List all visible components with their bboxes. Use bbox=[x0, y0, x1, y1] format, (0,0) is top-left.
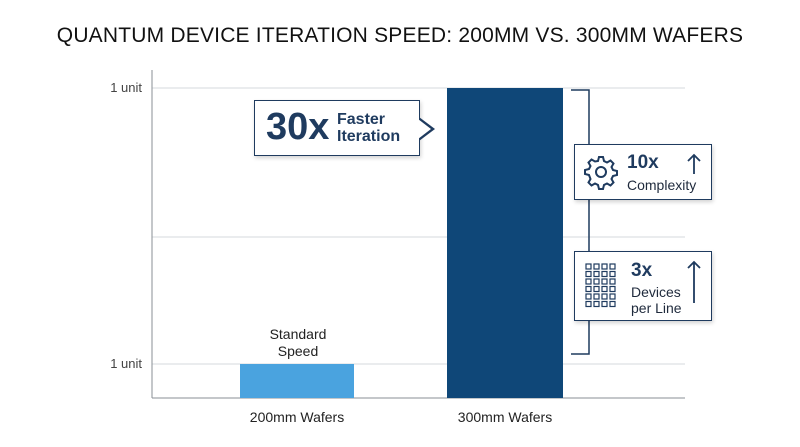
speedup-label-line2: Iteration bbox=[337, 128, 401, 145]
up-arrow-icon bbox=[687, 260, 701, 303]
gear-icon bbox=[584, 156, 618, 190]
up-arrow-icon bbox=[687, 153, 701, 174]
complexity-label: Complexity bbox=[627, 177, 697, 193]
speedup-callout: 30x Faster Iteration bbox=[254, 100, 420, 156]
devices-label-line2: per Line bbox=[631, 300, 682, 316]
speedup-label-line1: Faster bbox=[337, 111, 386, 128]
speedup-label: Faster Iteration bbox=[337, 111, 400, 145]
devices-value: 3x bbox=[631, 260, 653, 281]
chart-title: QUANTUM DEVICE ITERATION SPEED: 200MM VS… bbox=[56, 24, 744, 47]
bar-annotation-line1: Standard bbox=[269, 326, 327, 342]
complexity-value: 10x bbox=[627, 152, 659, 173]
bar-annotation: Standard Speed bbox=[230, 326, 366, 360]
bar-annotation-line2: Speed bbox=[277, 343, 319, 359]
bar bbox=[447, 88, 563, 398]
complexity-factor-card: 10x Complexity bbox=[574, 144, 712, 200]
x-tick-label: 300mm Wafers bbox=[458, 409, 552, 425]
devices-label-line1: Devices bbox=[631, 284, 681, 300]
callout-pointer bbox=[418, 117, 435, 141]
devices-label: Devices per Line bbox=[631, 284, 682, 316]
grid-icon bbox=[585, 263, 616, 308]
x-tick-label: 200mm Wafers bbox=[250, 409, 344, 425]
bar bbox=[240, 364, 354, 398]
y-tick-label: 1 unit bbox=[110, 356, 142, 371]
devices-factor-card: 3x Devices per Line bbox=[574, 251, 712, 321]
factor-bracket bbox=[571, 89, 590, 355]
speedup-value: 30x bbox=[266, 106, 330, 148]
y-tick-label: 1 unit bbox=[110, 80, 142, 95]
